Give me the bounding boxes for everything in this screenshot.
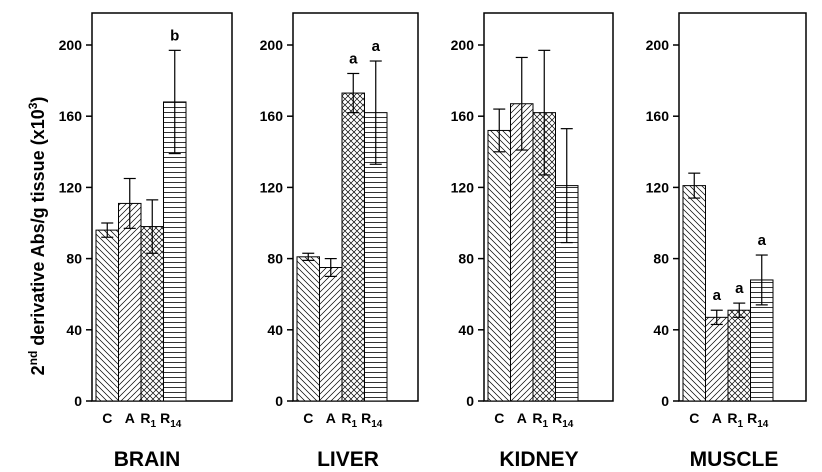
bar-kidney-c	[487, 129, 511, 402]
y-axis-label: 2nd derivative Abs/g tissue (x103)	[26, 97, 48, 376]
panel-kidney: 0 40 80 120 160 200 C A R1 R14 KIDNEY	[451, 12, 614, 471]
category-label: R1	[341, 410, 357, 430]
category-label: A	[517, 410, 527, 426]
significance-label: b	[170, 27, 179, 44]
y-tick-label: 40	[458, 322, 474, 338]
category-label: R1	[727, 410, 743, 430]
category-label: A	[712, 410, 722, 426]
panel-title: BRAIN	[114, 448, 181, 471]
category-label: A	[125, 410, 135, 426]
y-tick-label: 0	[275, 393, 283, 409]
y-tick-label: 80	[66, 251, 82, 267]
significance-label: a	[735, 280, 744, 297]
category-label: R14	[361, 410, 383, 430]
y-tick-label: 0	[466, 393, 474, 409]
y-tick-label: 160	[59, 108, 83, 124]
significance-label: a	[349, 50, 358, 67]
y-tick-label: 160	[260, 108, 284, 124]
category-label: C	[102, 410, 112, 426]
bar-liver-c	[296, 256, 320, 402]
y-tick-label: 120	[646, 179, 670, 195]
panel-title: LIVER	[317, 448, 379, 471]
bar-brain-c	[95, 229, 119, 402]
bar-muscle-c	[682, 185, 706, 402]
significance-label: a	[713, 287, 722, 304]
category-label: R1	[140, 410, 156, 430]
significance-label: a	[758, 232, 767, 249]
panel-title: KIDNEY	[499, 448, 578, 471]
category-label: R14	[747, 410, 769, 430]
bar-liver-a	[319, 267, 343, 402]
category-label: C	[494, 410, 504, 426]
category-label: R14	[552, 410, 574, 430]
y-tick-label: 120	[260, 179, 284, 195]
y-tick-label: 0	[661, 393, 669, 409]
category-label: C	[689, 410, 699, 426]
y-tick-label: 80	[653, 251, 669, 267]
panel-brain: 0 40 80 120 160 200 C A R1 b R14 BRAIN	[59, 12, 233, 471]
y-tick-label: 40	[66, 322, 82, 338]
y-tick-label: 40	[653, 322, 669, 338]
y-tick-label: 200	[260, 37, 284, 53]
y-tick-label: 0	[74, 393, 82, 409]
y-tick-label: 120	[451, 179, 475, 195]
category-label: C	[303, 410, 313, 426]
bar-liver-r1	[341, 92, 365, 402]
significance-label: a	[372, 38, 381, 55]
y-tick-label: 200	[646, 37, 670, 53]
y-tick-label: 80	[458, 251, 474, 267]
bar-brain-a	[118, 202, 142, 402]
y-tick-label: 120	[59, 179, 83, 195]
y-tick-label: 160	[646, 108, 670, 124]
category-label: A	[326, 410, 336, 426]
y-tick-label: 200	[451, 37, 475, 53]
panel-muscle: 0 40 80 120 160 200 Ca Aa R1 a R14 MUSCLE	[646, 12, 807, 471]
category-label: R14	[160, 410, 182, 430]
bar-muscle-r1	[727, 309, 751, 402]
y-tick-label: 40	[267, 322, 283, 338]
y-tick-label: 80	[267, 251, 283, 267]
y-tick-label: 160	[451, 108, 475, 124]
panel-liver: 0 40 80 120 160 200 C Aa R1 a R14 LIVER	[260, 12, 419, 471]
bar-muscle-a	[705, 316, 729, 402]
y-tick-label: 200	[59, 37, 83, 53]
category-label: R1	[532, 410, 548, 430]
panel-title: MUSCLE	[690, 448, 779, 471]
